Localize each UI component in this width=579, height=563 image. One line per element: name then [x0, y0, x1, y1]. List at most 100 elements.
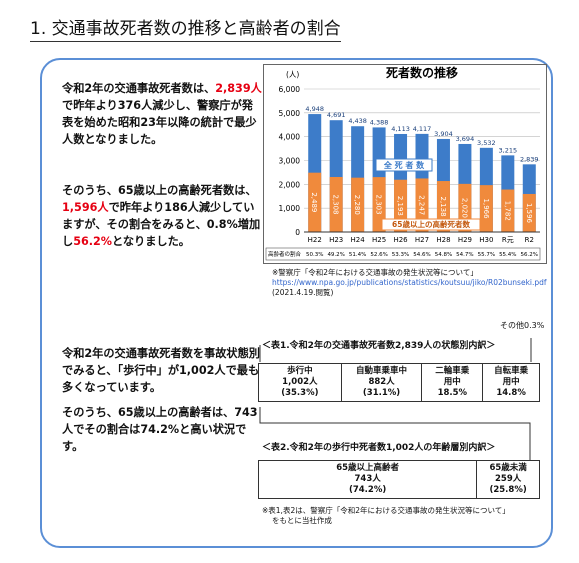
chart: 死者数の推移 (人) 0 1,000 2,000 3,000 4,000 5,000 6,000…	[265, 65, 541, 261]
value-label: 1,966	[482, 199, 490, 220]
cell: 65歳以上高齢者	[336, 463, 400, 473]
value-label: 2,489	[310, 192, 318, 212]
value-label: 1,596	[525, 203, 533, 224]
content-frame	[40, 58, 553, 548]
legend-box	[381, 218, 481, 231]
value-label: 2,303	[375, 195, 383, 215]
value-label: 1,782	[503, 201, 511, 221]
y-tick-label: 4,000	[279, 133, 301, 142]
cell: (35.3%)	[281, 388, 319, 398]
x-tick-label: H23	[329, 236, 343, 244]
ratio-cell: 56.2%	[521, 252, 538, 258]
highlight-text: 1,596人	[62, 201, 109, 214]
ratio-cell: 53.3%	[392, 252, 409, 258]
bar	[372, 177, 386, 232]
footnote-line: ※表1,表2は、警察庁「令和2年における交通事故の発生状況等について」	[262, 506, 510, 515]
x-tick-label: H25	[372, 236, 386, 244]
ratio-cell: 52.6%	[370, 252, 387, 258]
paragraph: 令和2年の交通事故死者数を事故状態別でみると、「歩行中」が1,002人で最も多く…	[62, 345, 262, 396]
text: で昨年より186人減少していますが、その割合をみると、0.8%増加し	[62, 201, 261, 248]
bar	[522, 193, 536, 232]
x-tick-label: R元	[502, 236, 514, 244]
value-label: 2,193	[396, 196, 404, 216]
x-tick-label: H29	[458, 236, 472, 244]
value-label: 3,694	[456, 135, 475, 143]
text: 令和2年の交通事故死者数を事故状態別でみると、「歩行中」が1,002人で最も多く…	[62, 347, 260, 394]
ratio-cell: 55.7%	[478, 252, 495, 258]
text: そのうち、65歳以上の高齢死者数は、	[62, 184, 257, 197]
y-tick-label: 1,000	[279, 204, 301, 213]
cell: 自動車乗車中	[356, 366, 408, 376]
cell: 14.8%	[496, 388, 526, 398]
cell: 自転車乗用中	[494, 366, 529, 387]
y-tick-label: 0	[295, 228, 300, 237]
text: で昨年より376人減少し、警察庁が発表を始めた昭和23年以降の統計で最少人数とな…	[62, 99, 257, 146]
value-label: 2,247	[418, 195, 426, 215]
bar	[501, 189, 515, 232]
x-tick-label: H28	[436, 236, 450, 244]
cell: (31.1%)	[362, 388, 401, 398]
source-line: (2021.4.19.閲覧)	[272, 288, 334, 297]
source-line: ※警察庁「令和2年における交通事故の発生状況等について」	[272, 268, 478, 277]
ratio-cell: 49.2%	[327, 252, 344, 258]
cell: 18.5%	[437, 388, 468, 398]
value-label: 4,117	[413, 125, 432, 133]
brace	[259, 407, 531, 460]
x-tick-label: H26	[393, 236, 408, 244]
page-title: 1. 交通事故死者数の推移と高齢者の割合	[30, 14, 341, 42]
source-url: https://www.npa.go.jp/publications/stati…	[272, 278, 547, 287]
y-unit: (人)	[286, 70, 299, 79]
table-caption: ＜表1.令和2年の交通事故死者数2,839人の状態別内訳＞	[262, 341, 496, 351]
bar	[351, 177, 365, 232]
value-label: 2,308	[332, 194, 340, 214]
legend-box	[375, 158, 433, 172]
x-tick-label: R2	[525, 236, 534, 244]
paragraph: 令和2年の交通事故死者数は、2,839人で昨年より376人減少し、警察庁が発表を…	[62, 80, 262, 148]
bar	[329, 176, 343, 232]
ratio-cell: 54.8%	[435, 252, 452, 258]
chart-frame: 死者数の推移 (人) 0 1,000 2,000 3,000 4,000 5,000 6,000…	[263, 64, 547, 264]
cell: 259人	[494, 474, 522, 484]
cell: 二輪車乗用中	[435, 366, 470, 387]
y-tick-label: 6,000	[279, 85, 301, 94]
x-tick-label: H22	[308, 236, 322, 244]
value-label: 2,280	[353, 195, 361, 215]
cell: 65歳未満	[489, 463, 527, 473]
ratio-cell: 54.6%	[413, 252, 430, 258]
ratio-cell: 50.3%	[306, 252, 323, 258]
value-label: 2,839	[520, 155, 539, 163]
footnote-line: をもとに当社作成	[272, 516, 332, 525]
text: となりました。	[112, 235, 190, 248]
table: 歩行中 1,002人 (35.3%) 自動車乗車中 882人 (31.1%) 二輪車乗用…	[258, 363, 540, 402]
footnote: ※表1,表2は、警察庁「令和2年における交通事故の発生状況等について」 をもとに…	[262, 506, 510, 526]
x-tick-label: H24	[351, 236, 366, 244]
y-tick-label: 3,000	[279, 157, 301, 166]
highlight-text: 2,839人	[215, 82, 262, 95]
brackets	[259, 338, 532, 362]
y-tick-label: 2,000	[279, 180, 301, 189]
value-label: 4,438	[348, 117, 367, 125]
text: そのうち、65歳以上の高齢者は、743人でその割合は74.2%と高い状況です。	[62, 406, 258, 453]
paragraph: そのうち、65歳以上の高齢死者数は、 1,596人で昨年より186人減少しています…	[62, 182, 262, 250]
x-tick-label: H27	[415, 236, 429, 244]
cell: 882人	[368, 377, 395, 387]
cell: 1,002人	[282, 377, 318, 387]
bar	[308, 172, 322, 232]
value-label: 3,532	[477, 139, 496, 147]
text: 令和2年の交通事故死者数は、	[62, 82, 216, 95]
value-label: 4,691	[327, 111, 346, 119]
value-label: 3,904	[434, 130, 453, 138]
cell: 743人	[354, 474, 381, 484]
legend-label: 65歳以上の高齢死者数	[392, 219, 470, 229]
value-label: 4,113	[391, 125, 410, 133]
paragraph: そのうち、65歳以上の高齢者は、743人でその割合は74.2%と高い状況です。	[62, 404, 262, 455]
value-label: 4,388	[370, 118, 389, 126]
table-caption: ＜表2.令和2年の歩行中死者数1,002人の年齢層別内訳＞	[262, 443, 496, 453]
source: ※警察庁「令和2年における交通事故の発生状況等について」 https://www…	[272, 268, 547, 298]
ratio-row	[265, 247, 541, 261]
cell: 歩行中	[287, 366, 313, 376]
cell: (74.2%)	[348, 485, 387, 495]
bar	[479, 185, 493, 232]
y-tick-label: 5,000	[279, 109, 301, 118]
